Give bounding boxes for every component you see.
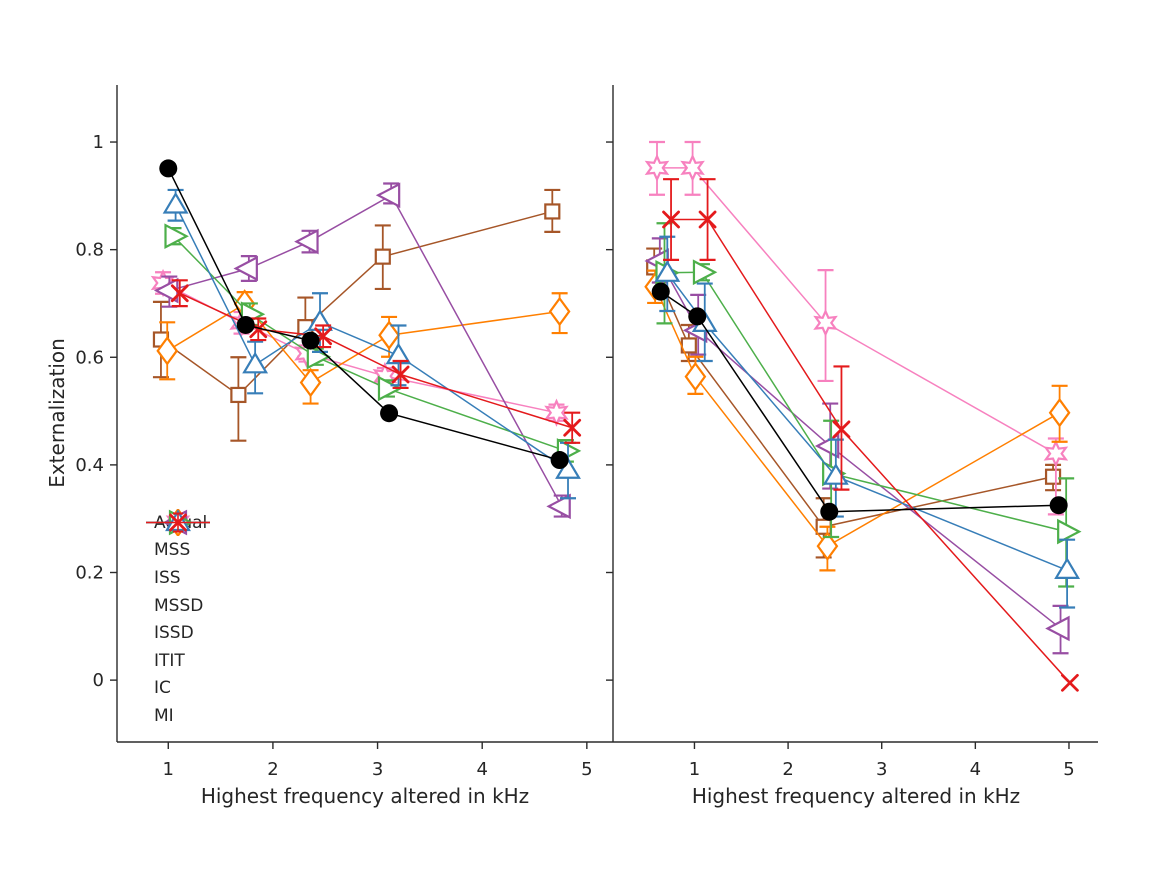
legend-item-mi: MI <box>146 512 210 730</box>
series-ITIT <box>164 223 582 464</box>
legend-item-issd: ISSD <box>146 509 210 647</box>
legend-item-mssd: MSSD <box>146 509 210 620</box>
legend-label: MI <box>154 705 174 726</box>
series-MSSD <box>156 289 571 405</box>
series-IC <box>162 188 581 500</box>
series-IC <box>654 235 1081 609</box>
y-axis-label: Externalization <box>45 338 69 488</box>
legend-label: IC <box>154 678 171 699</box>
series-ISSD <box>153 182 571 520</box>
x-tick-label: 1 <box>689 759 700 780</box>
panel-left: 0 0.2 0.4 0.6 0.8 1 1 2 3 4 5 <box>75 85 613 780</box>
legend: ActualMSSISSMSSDISSDITITICMI <box>146 509 210 730</box>
legend-item-ic: IC <box>146 509 210 703</box>
x-tick-label: 3 <box>876 759 887 780</box>
x-tick-label: 3 <box>372 759 383 780</box>
x-tick-label: 4 <box>476 759 487 780</box>
series-MI <box>662 178 1079 692</box>
legend-item-itit: ITIT <box>146 509 210 675</box>
series-ISS <box>644 140 1069 516</box>
x-tick-label: 5 <box>1063 759 1074 780</box>
y-tick-label: 0 <box>93 670 104 691</box>
series-MI <box>170 279 582 444</box>
legend-label: ISSD <box>154 623 194 644</box>
x-tick-label: 5 <box>581 759 592 780</box>
x-tick-label: 2 <box>267 759 278 780</box>
series-MSS <box>152 188 561 442</box>
y-tick-label: 0.2 <box>75 563 104 584</box>
series-Actual <box>651 282 1068 521</box>
legend-label: MSS <box>154 540 191 561</box>
panel-right: 1 2 3 4 5 <box>606 85 1098 780</box>
y-tick-label: 0.4 <box>75 455 104 476</box>
x-axis-label-right: Highest frequency altered in kHz <box>691 784 1021 808</box>
legend-label: ITIT <box>154 650 185 671</box>
series-ITIT <box>655 222 1082 588</box>
series-Actual <box>159 159 569 470</box>
series-ISSD <box>644 237 1070 655</box>
series-MSSD <box>644 269 1071 572</box>
legend-label: MSSD <box>154 595 204 616</box>
legend-label: ISS <box>154 567 181 588</box>
legend-item-mss: MSS <box>146 512 210 565</box>
legend-marker-mi <box>146 512 210 533</box>
x-tick-label: 2 <box>782 759 793 780</box>
y-tick-label: 0.8 <box>75 240 104 261</box>
x-tick-label: 4 <box>970 759 981 780</box>
x-tick-label: 1 <box>163 759 174 780</box>
y-tick-label: 0.6 <box>75 347 104 368</box>
y-tick-label: 1 <box>93 132 104 153</box>
legend-item-iss: ISS <box>146 509 210 592</box>
x-axis-label-left: Highest frequency altered in kHz <box>200 784 530 808</box>
